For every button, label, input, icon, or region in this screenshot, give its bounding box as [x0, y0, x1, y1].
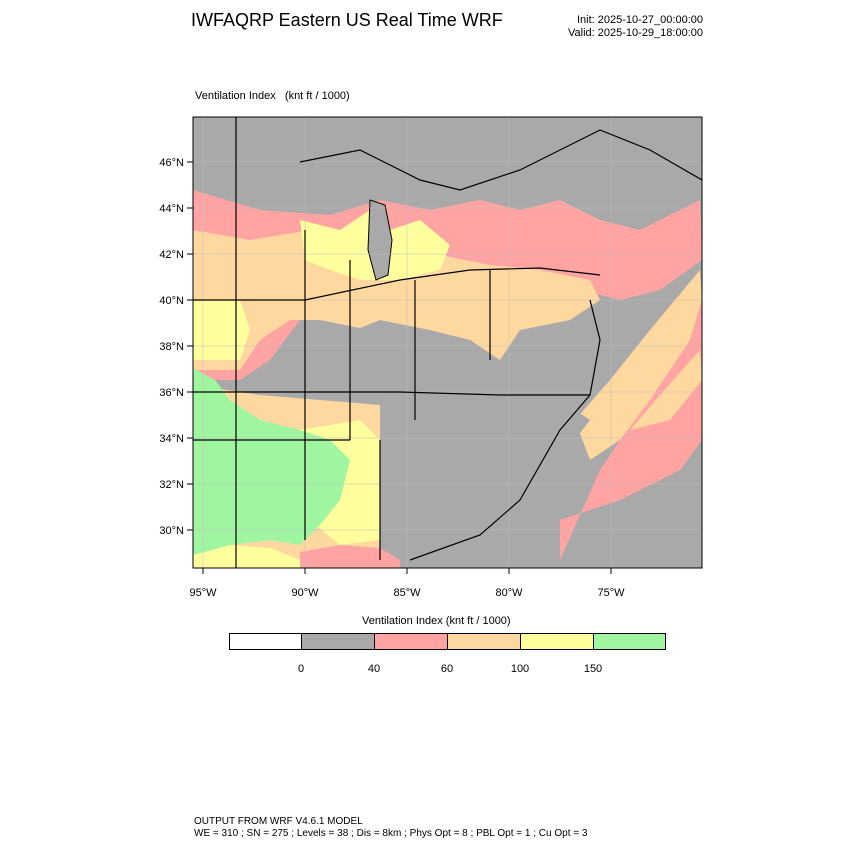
ocean-pink-band — [560, 300, 702, 560]
colorbar-swatch — [447, 633, 521, 650]
lon-label: 75°W — [597, 587, 625, 599]
lake-michigan — [367, 199, 393, 281]
colorbar-swatch — [229, 633, 302, 650]
lat-label: 46°N — [159, 157, 184, 169]
map-fill — [193, 117, 702, 568]
lat-labels: 46°N 44°N 42°N 40°N 38°N 36°N 34°N 32°N … — [159, 157, 184, 537]
footer-model-line: OUTPUT FROM WRF V4.6.1 MODEL — [194, 816, 363, 827]
colorbar-label: 40 — [367, 663, 381, 675]
lon-label: 90°W — [291, 587, 319, 599]
gray-region-southeast — [380, 395, 590, 560]
lat-ticks — [187, 161, 193, 531]
colorbar-title: Ventilation Index (knt ft / 1000) — [362, 615, 511, 627]
lon-label: 80°W — [495, 587, 523, 599]
green-region-south-central — [193, 368, 350, 560]
lat-label: 30°N — [159, 525, 184, 537]
map-frame — [192, 116, 703, 569]
colorbar-swatch — [520, 633, 594, 650]
lat-label: 32°N — [159, 479, 184, 491]
colorbar-label: 100 — [510, 663, 530, 675]
gulf-yellow-region — [193, 545, 300, 568]
peach-region — [193, 230, 600, 380]
colorbar-swatch — [374, 633, 448, 650]
footer-config-line: WE = 310 ; SN = 275 ; Levels = 38 ; Dis … — [194, 828, 588, 839]
colorbar-swatch — [301, 633, 375, 650]
lat-label: 42°N — [159, 249, 184, 261]
graticule — [193, 117, 702, 568]
init-time: Init: 2025-10-27_00:00:00 — [577, 14, 703, 26]
lon-ticks — [202, 568, 612, 574]
state-boundaries — [193, 117, 702, 568]
field-label: Ventilation Index — [195, 90, 276, 102]
lat-label: 44°N — [159, 203, 184, 215]
gulf-pink-region — [300, 545, 400, 568]
lat-label: 38°N — [159, 341, 184, 353]
lon-label: 95°W — [189, 587, 217, 599]
colorbar-label: 60 — [440, 663, 454, 675]
field-title: Ventilation Index (knt ft / 1000) — [195, 90, 350, 102]
lon-label: 85°W — [393, 587, 421, 599]
lat-label: 36°N — [159, 387, 184, 399]
colorbar-swatch — [593, 633, 666, 650]
field-units: (knt ft / 1000) — [284, 90, 350, 102]
yellow-region-west — [193, 300, 250, 360]
lat-label: 34°N — [159, 433, 184, 445]
map-title: IWFAQRP Eastern US Real Time WRF — [191, 10, 503, 30]
valid-time: Valid: 2025-10-29_18:00:00 — [568, 27, 703, 39]
lat-label: 40°N — [159, 295, 184, 307]
colorbar-label: 150 — [583, 663, 603, 675]
ocean-peach-plume — [575, 270, 702, 460]
colorbar-label: 0 — [297, 663, 305, 675]
lon-labels: 95°W 90°W 85°W 80°W 75°W — [189, 587, 625, 599]
ocean-peach-tail — [630, 350, 702, 430]
